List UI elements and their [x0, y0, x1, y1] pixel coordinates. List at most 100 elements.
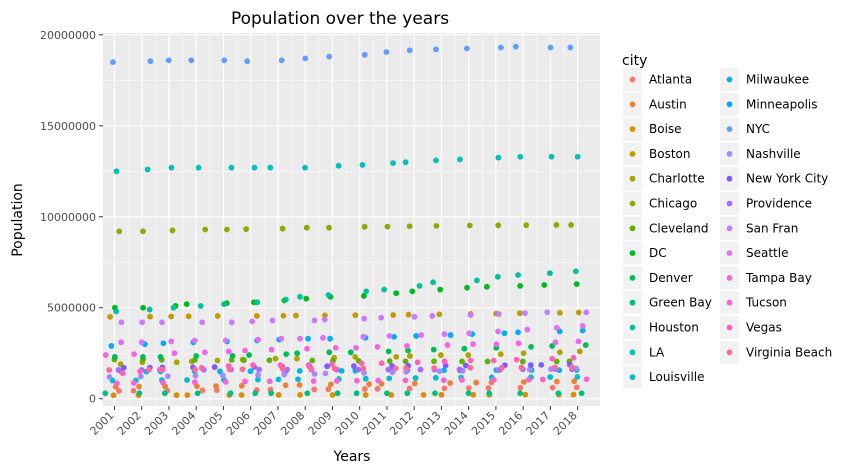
x-tick-label: 2017 — [524, 409, 553, 438]
data-point — [361, 315, 368, 322]
data-point — [168, 164, 175, 171]
data-point — [353, 344, 359, 351]
data-point — [194, 390, 201, 397]
data-point — [191, 379, 198, 386]
data-point — [293, 312, 299, 319]
data-point — [334, 377, 340, 384]
data-point — [334, 390, 341, 397]
data-point — [282, 382, 289, 389]
data-point — [328, 361, 335, 368]
data-point — [161, 390, 168, 397]
data-point — [572, 268, 579, 275]
data-point — [202, 226, 209, 233]
data-point — [222, 337, 229, 344]
data-point — [303, 295, 310, 302]
data-point — [362, 375, 369, 382]
data-point — [494, 273, 501, 280]
data-point — [490, 357, 497, 364]
data-point — [158, 366, 165, 373]
data-point — [102, 390, 109, 397]
chart-title: Population over the years — [231, 9, 449, 29]
y-axis: 0 5000000 10000000 15000000 20000000 — [40, 29, 103, 406]
data-point — [331, 365, 338, 372]
data-point — [327, 381, 334, 388]
data-point — [517, 153, 524, 160]
data-point — [242, 378, 248, 385]
data-point — [192, 372, 199, 379]
data-point — [183, 301, 190, 308]
data-point — [360, 365, 367, 372]
data-point — [111, 353, 118, 360]
data-point — [378, 360, 385, 367]
data-point — [199, 319, 206, 326]
data-point — [553, 324, 560, 331]
data-point — [171, 350, 178, 357]
data-point — [322, 312, 328, 319]
data-point — [140, 228, 146, 235]
data-point — [201, 349, 208, 356]
data-point — [311, 317, 318, 324]
data-point — [214, 357, 221, 364]
data-point — [116, 228, 123, 235]
data-point — [326, 224, 332, 231]
data-point — [360, 293, 367, 299]
data-point — [432, 374, 439, 381]
data-point — [465, 390, 472, 397]
data-point — [375, 377, 382, 384]
legend-item-label: Green Bay — [649, 296, 712, 310]
data-point — [495, 328, 501, 335]
data-point — [113, 308, 120, 315]
data-point — [322, 370, 329, 377]
data-point — [297, 293, 303, 300]
data-point — [436, 368, 443, 375]
x-tick-label: 2012 — [387, 409, 416, 438]
y-axis-title: Population — [10, 183, 26, 257]
data-point — [441, 331, 448, 338]
data-point — [519, 358, 526, 365]
data-point — [547, 374, 554, 380]
data-point — [173, 392, 180, 399]
data-point — [390, 160, 396, 167]
data-point — [119, 370, 126, 377]
data-point — [302, 55, 309, 62]
data-point — [407, 353, 413, 359]
legend-key-marker — [726, 324, 733, 331]
data-point — [444, 342, 451, 348]
legend-key-marker — [726, 225, 733, 232]
data-point — [228, 319, 235, 326]
data-point — [113, 168, 120, 175]
data-point — [366, 381, 373, 388]
x-tick-label: 2004 — [169, 409, 198, 438]
data-point — [522, 391, 529, 398]
legend: city Atlanta Austin Boise Boston Charlotte Ch… — [622, 53, 832, 389]
data-point — [528, 343, 534, 350]
data-point — [294, 350, 301, 357]
data-point — [255, 336, 262, 343]
data-point — [553, 222, 560, 228]
data-point — [383, 49, 390, 55]
data-point — [568, 222, 574, 228]
data-point — [269, 317, 276, 324]
data-point — [527, 362, 534, 368]
data-point — [244, 58, 251, 65]
data-point — [268, 390, 275, 397]
legend-item-label: Virginia Beach — [746, 345, 832, 359]
data-point — [420, 391, 427, 398]
data-point — [310, 378, 317, 384]
legend-item-label: Tucson — [745, 296, 787, 310]
data-point — [106, 367, 113, 373]
data-point — [405, 311, 412, 318]
x-tick-label: 2003 — [142, 409, 171, 438]
data-point — [386, 333, 393, 339]
data-point — [573, 281, 580, 287]
data-point — [461, 345, 468, 352]
data-point — [116, 388, 122, 394]
data-point — [281, 371, 288, 378]
data-point — [517, 283, 524, 289]
data-point — [120, 364, 127, 371]
data-point — [393, 290, 400, 297]
data-point — [184, 392, 191, 398]
x-axis-title: Years — [333, 449, 371, 465]
data-point — [338, 367, 345, 374]
